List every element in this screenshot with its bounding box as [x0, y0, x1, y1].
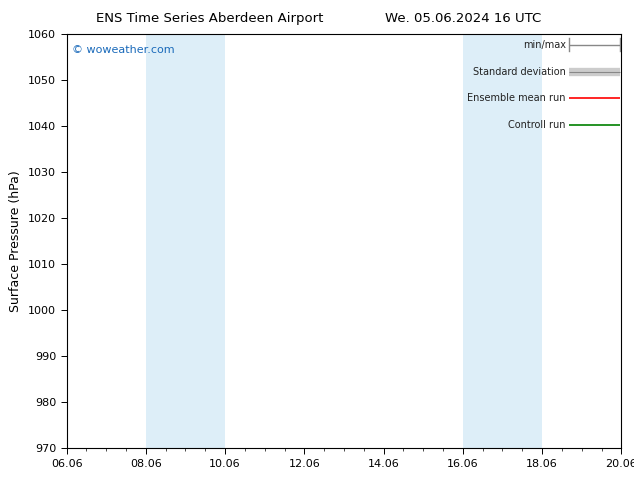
Text: Controll run: Controll run	[508, 121, 566, 130]
Text: Standard deviation: Standard deviation	[473, 67, 566, 76]
Text: Ensemble mean run: Ensemble mean run	[467, 94, 566, 103]
Bar	[146, 34, 225, 448]
Text: ENS Time Series Aberdeen Airport: ENS Time Series Aberdeen Airport	[96, 12, 323, 25]
Y-axis label: Surface Pressure (hPa): Surface Pressure (hPa)	[10, 171, 22, 312]
Text: We. 05.06.2024 16 UTC: We. 05.06.2024 16 UTC	[385, 12, 541, 25]
Text: min/max: min/max	[523, 40, 566, 49]
Bar	[463, 34, 542, 448]
Text: © woweather.com: © woweather.com	[72, 45, 175, 55]
